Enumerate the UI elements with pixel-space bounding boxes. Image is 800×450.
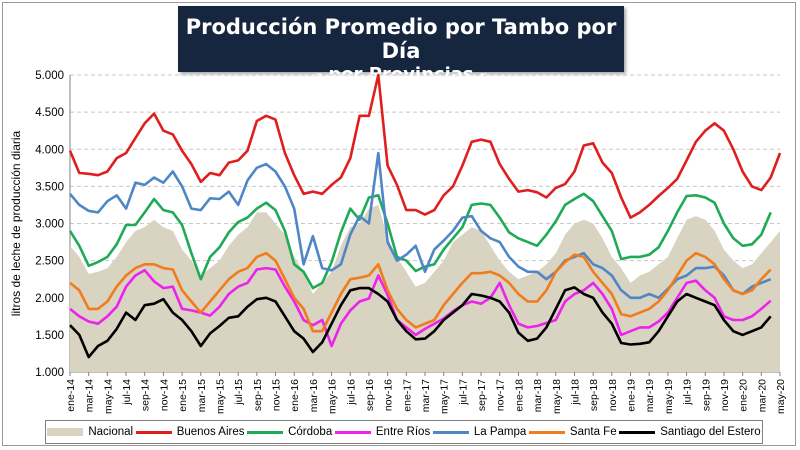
legend-item: Córdoba <box>247 426 332 438</box>
x-tick-label: ene-15 <box>177 379 189 412</box>
x-tick-label: mar-14 <box>84 379 96 412</box>
x-tick-label: may-15 <box>214 379 226 414</box>
x-tick-label: jul-17 <box>457 379 469 406</box>
x-tick-label: nov-15 <box>271 379 283 411</box>
x-tick-label: may-20 <box>775 379 787 414</box>
legend-item: Entre Ríos <box>334 426 431 438</box>
x-tick-label: sep-17 <box>476 379 488 411</box>
legend-swatch <box>528 430 565 434</box>
x-tick-label: mar-19 <box>644 379 656 412</box>
x-tick-label: jul-16 <box>345 379 357 406</box>
x-tick-label: jul-14 <box>121 379 133 406</box>
legend-label: Nacional <box>88 426 134 438</box>
x-tick-label: sep-16 <box>364 379 376 411</box>
legend-swatch <box>47 428 84 436</box>
title-banner: Producción Promedio por Tambo por Día - … <box>178 6 624 85</box>
x-tick-label: mar-20 <box>756 379 768 412</box>
legend-label: Santiago del Estero <box>660 426 761 438</box>
x-tick-label: sep-14 <box>140 379 152 411</box>
y-tick-label: 5.000 <box>35 70 64 82</box>
x-tick-label: ene-19 <box>626 379 638 412</box>
series-area-nacional <box>70 204 780 372</box>
legend-swatch <box>619 430 656 434</box>
legend-label: Buenos Aires <box>176 426 245 438</box>
x-tick-label: nov-18 <box>607 379 619 411</box>
x-tick-label: may-17 <box>439 379 451 414</box>
chart-frame <box>2 2 796 446</box>
legend-label: La Pampa <box>473 426 527 438</box>
x-tick-label: jul-15 <box>233 379 245 406</box>
legend-item: Santa Fe <box>528 426 617 438</box>
x-tick-label: nov-17 <box>495 379 507 411</box>
y-tick-label: 1.500 <box>35 330 64 342</box>
x-tick-label: nov-19 <box>719 379 731 411</box>
x-tick-label: mar-16 <box>308 379 320 412</box>
legend: Nacional Buenos Aires Córdoba Entre Ríos La … <box>45 420 763 444</box>
x-tick-label: ene-18 <box>513 379 525 412</box>
y-tick-label: 2.000 <box>35 293 64 305</box>
series-line-cordoba <box>68 192 772 290</box>
x-tick-label: mar-15 <box>196 379 208 412</box>
series-line-entre-rios <box>69 266 772 348</box>
y-tick-label: 3.000 <box>35 219 64 231</box>
x-tick-label: nov-16 <box>383 379 395 411</box>
series-line-santa-fe <box>69 251 772 333</box>
legend-item: Nacional <box>47 426 133 438</box>
x-tick-label: jul-19 <box>682 379 694 406</box>
x-tick-label: sep-18 <box>588 379 600 411</box>
x-tick-label: may-18 <box>551 379 563 414</box>
legend-swatch <box>247 430 284 434</box>
x-tick-label: may-14 <box>102 379 114 414</box>
y-tick-label: 4.500 <box>35 107 64 119</box>
y-tick-label: 3.500 <box>35 181 64 193</box>
x-tick-label: may-19 <box>663 379 675 414</box>
x-tick-label: mar-18 <box>532 379 544 412</box>
x-tick-label: jul-18 <box>569 379 581 406</box>
y-tick-label: 2.500 <box>35 256 64 268</box>
x-tick-label: mar-17 <box>420 379 432 412</box>
legend-label: Córdoba <box>288 426 333 438</box>
x-tick-label: ene-20 <box>738 379 750 412</box>
x-tick-label: ene-14 <box>65 379 77 412</box>
legend-item: Buenos Aires <box>135 426 245 438</box>
x-tick-label: sep-19 <box>700 379 712 411</box>
x-tick-label: ene-17 <box>401 379 413 412</box>
y-axis-label: litros de leche de producción diaria <box>9 130 23 316</box>
legend-label: Entre Ríos <box>375 426 431 438</box>
x-tick-label: may-16 <box>327 379 339 414</box>
x-tick-label: sep-15 <box>252 379 264 411</box>
series-line-la-pampa <box>69 151 772 300</box>
legend-swatch <box>334 430 371 434</box>
x-tick-label: ene-16 <box>289 379 301 412</box>
legend-item: La Pampa <box>432 426 527 438</box>
y-tick-label: 4.000 <box>35 144 64 156</box>
x-tick-label: nov-14 <box>158 379 170 411</box>
series-line-buenos-aires <box>68 73 782 219</box>
y-tick-label: 1.000 <box>35 367 64 379</box>
legend-swatch <box>135 430 172 434</box>
chart-title: Producción Promedio por Tambo por Día <box>185 15 617 63</box>
legend-swatch <box>432 430 469 434</box>
series-line-santiago-del-estero <box>69 286 772 359</box>
legend-label: Santa Fe <box>569 426 617 438</box>
legend-item: Santiago del Estero <box>619 426 761 438</box>
